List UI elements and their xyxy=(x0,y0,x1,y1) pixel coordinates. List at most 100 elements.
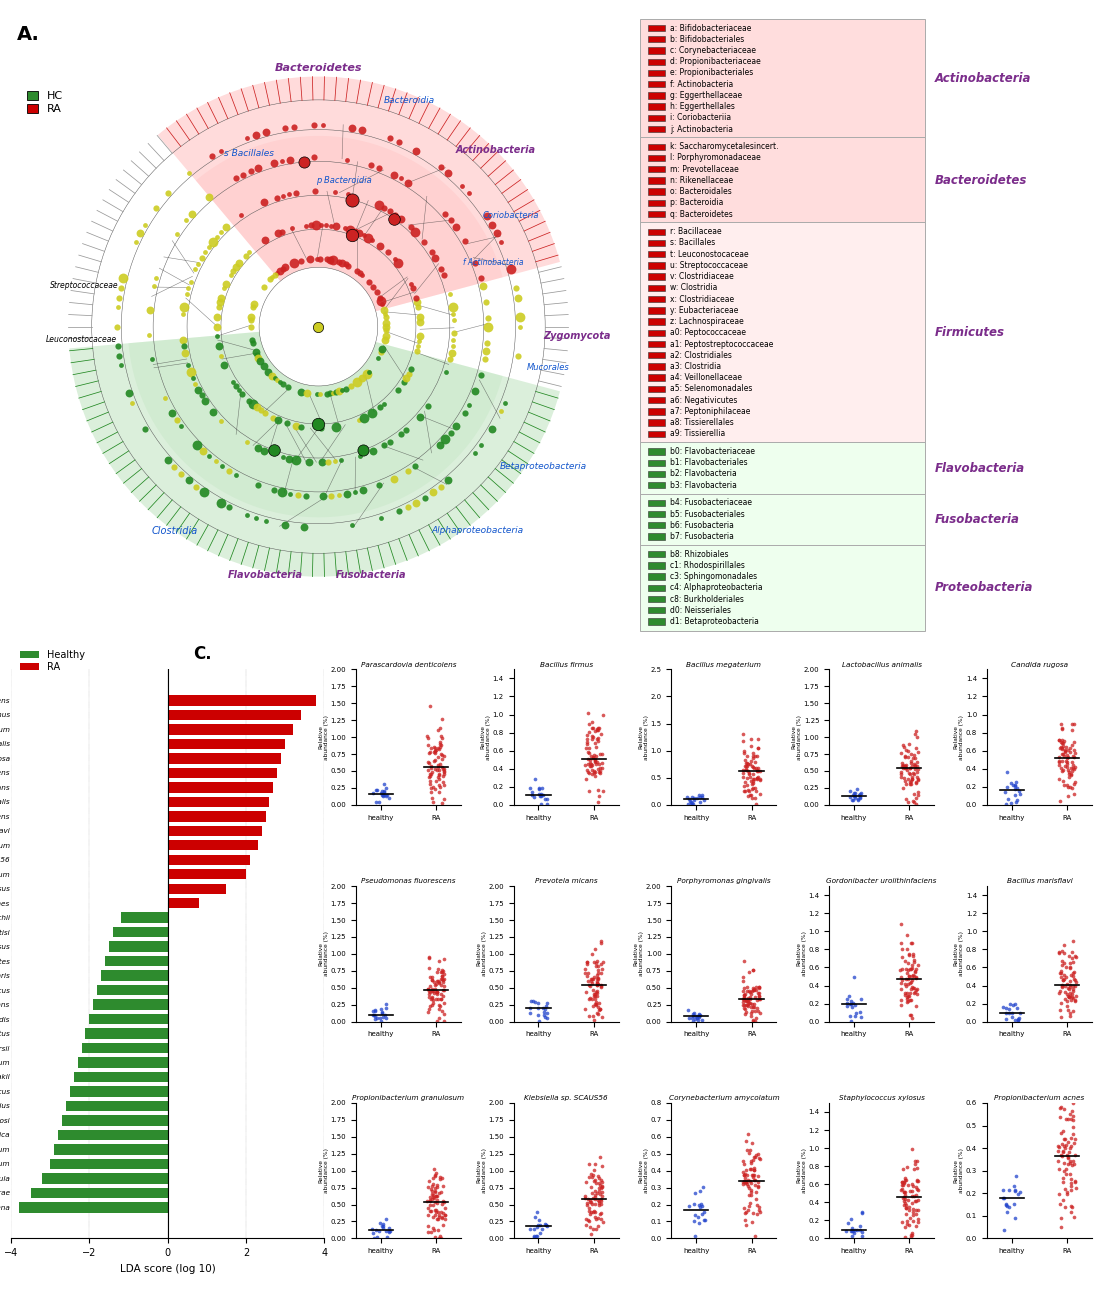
Title: Parascardovia denticolens: Parascardovia denticolens xyxy=(361,662,457,668)
Y-axis label: Relative
abundance (%): Relative abundance (%) xyxy=(796,931,806,977)
FancyBboxPatch shape xyxy=(640,442,924,494)
Point xyxy=(193,384,211,405)
Point xyxy=(583,760,601,780)
Point xyxy=(748,746,765,766)
Point xyxy=(428,982,446,1002)
Point xyxy=(583,979,601,1000)
Point xyxy=(587,995,604,1015)
Point xyxy=(739,746,757,766)
Point xyxy=(421,782,439,802)
Point xyxy=(1059,777,1077,797)
Point xyxy=(281,150,299,170)
Point xyxy=(377,1222,395,1242)
Point xyxy=(746,1160,763,1180)
Point xyxy=(907,996,924,1017)
Point xyxy=(436,969,453,989)
Point xyxy=(735,997,752,1018)
Point xyxy=(407,288,425,308)
Point xyxy=(1065,731,1083,752)
Point xyxy=(580,1153,598,1174)
Point xyxy=(522,1004,539,1024)
Text: m: Prevotellaceae: m: Prevotellaceae xyxy=(670,165,739,174)
Point xyxy=(577,769,595,789)
Bar xyxy=(69,1086,168,1096)
Point xyxy=(1053,975,1071,996)
Point xyxy=(582,1164,600,1184)
Point xyxy=(1060,979,1078,1000)
Point xyxy=(433,748,451,769)
Bar xyxy=(51,1158,168,1169)
Point xyxy=(588,1209,606,1229)
Point xyxy=(373,784,390,805)
Point xyxy=(908,726,925,747)
Point xyxy=(401,359,419,379)
Point xyxy=(256,402,274,423)
Point xyxy=(907,961,924,982)
Point xyxy=(523,784,540,805)
Point xyxy=(748,760,765,780)
Point xyxy=(906,982,923,1002)
Point xyxy=(1062,1201,1080,1222)
Point xyxy=(745,1149,762,1170)
Point xyxy=(433,966,451,987)
Point xyxy=(298,215,315,236)
Point xyxy=(381,128,398,148)
Point xyxy=(401,217,419,237)
Point xyxy=(428,1200,446,1220)
Text: d: Propionibacteriaceae: d: Propionibacteriaceae xyxy=(670,57,761,66)
Point xyxy=(238,431,256,451)
Y-axis label: Relative
abundance (%): Relative abundance (%) xyxy=(318,1148,329,1193)
Point xyxy=(1064,988,1082,1009)
Point xyxy=(421,764,439,784)
Bar xyxy=(647,92,665,98)
Point xyxy=(1010,1007,1028,1028)
Point xyxy=(735,730,752,751)
Point xyxy=(374,780,392,801)
Point xyxy=(588,986,606,1006)
Point xyxy=(735,743,752,764)
Point xyxy=(140,325,158,346)
Point xyxy=(460,395,478,415)
Point xyxy=(429,766,447,787)
Point xyxy=(1064,931,1082,952)
Point xyxy=(427,778,445,799)
Point xyxy=(1009,1009,1027,1029)
Point xyxy=(683,793,700,814)
Text: s: Bacillales: s: Bacillales xyxy=(670,239,715,248)
Point xyxy=(326,451,344,472)
Point xyxy=(577,755,595,775)
Point xyxy=(536,998,554,1019)
Text: e: Propionibacteriales: e: Propionibacteriales xyxy=(670,68,753,77)
Point xyxy=(846,1220,864,1241)
Point xyxy=(411,406,429,427)
Point xyxy=(431,435,449,455)
Point xyxy=(737,756,754,777)
Point xyxy=(1067,989,1084,1010)
Point xyxy=(589,1215,607,1236)
Point xyxy=(1053,719,1071,739)
Point xyxy=(195,482,213,503)
Point xyxy=(737,752,754,773)
Point xyxy=(1061,957,1079,978)
Point xyxy=(439,470,457,490)
Point xyxy=(745,778,762,799)
Point xyxy=(1063,983,1081,1004)
Point xyxy=(586,1184,603,1205)
Point xyxy=(479,308,496,329)
Point xyxy=(317,215,334,236)
Point xyxy=(578,955,596,975)
Point xyxy=(246,294,264,315)
Point xyxy=(255,356,272,377)
Point xyxy=(1005,775,1022,796)
Point xyxy=(908,1151,925,1171)
Point xyxy=(529,992,547,1013)
Point xyxy=(435,759,452,779)
Point xyxy=(577,962,595,983)
Point xyxy=(1057,1196,1074,1216)
Point xyxy=(1065,991,1083,1011)
Point xyxy=(899,747,917,768)
Point xyxy=(1067,946,1084,966)
Point xyxy=(435,971,452,992)
Point xyxy=(907,1151,924,1171)
Point xyxy=(586,762,603,783)
